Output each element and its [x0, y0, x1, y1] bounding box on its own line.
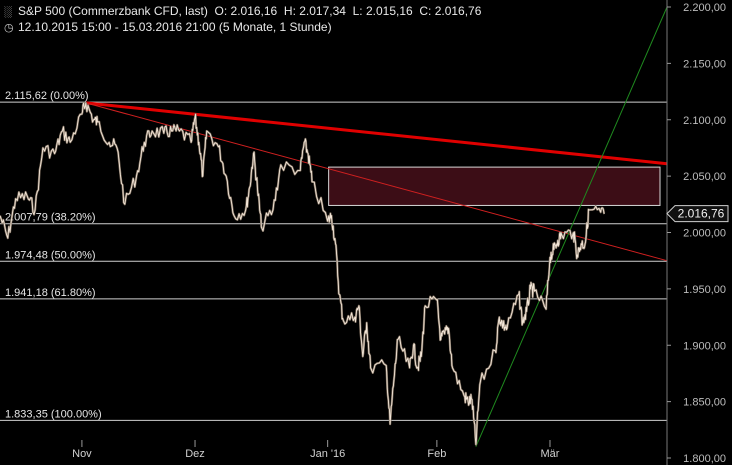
- low-value: L: 2.015,16: [352, 4, 413, 18]
- fib-level-label: 1.974,48 (50.00%): [5, 249, 96, 261]
- y-tick-label: 2.050,00: [683, 171, 726, 183]
- y-tick-label: 2.100,00: [683, 115, 726, 127]
- y-tick-label: 1.950,00: [683, 284, 726, 296]
- last-price-badge: 2.016,76: [666, 205, 729, 223]
- price-series: [0, 101, 606, 446]
- trendline-thin: [475, 6, 668, 447]
- zone-box: [328, 166, 661, 206]
- open-value: O: 2.016,16: [214, 4, 278, 18]
- price-line: [0, 102, 605, 445]
- y-axis: 1.800,00 1.850,00 1.900,00 1.950,00 2.000,00…: [666, 0, 726, 465]
- instrument-name: S&P 500 (Commerzbank CFD, last): [18, 4, 208, 18]
- fib-level-label: 2.007,79 (38.20%): [5, 212, 96, 224]
- high-value: H: 2.017,34: [283, 4, 346, 18]
- fib-level-label: 1.941,18 (61.80%): [5, 287, 96, 299]
- y-tick-label: 1.900,00: [683, 340, 726, 352]
- x-tick-label: Feb: [427, 448, 446, 460]
- instrument-header: ░ S&P 500 (Commerzbank CFD, last) O: 2.01…: [4, 4, 481, 18]
- x-tick-label: Dez: [185, 448, 205, 460]
- fib-levels: 2.115,62 (0.00%) 2.007,79 (38.20%) 1.974,4…: [0, 90, 667, 421]
- close-value: C: 2.016,76: [419, 4, 482, 18]
- x-axis: Nov Dez Jan '16 Feb Mär: [72, 440, 560, 460]
- trendline-thick: [85, 101, 668, 166]
- fib-level-label: 2.115,62 (0.00%): [5, 90, 89, 102]
- fib-level-label: 1.833,35 (100.00%): [5, 408, 102, 420]
- y-tick-label: 1.850,00: [683, 397, 726, 409]
- date-range: 12.10.2015 15:00 - 15.03.2016 21:00 (5 M…: [18, 20, 332, 34]
- x-tick-label: Nov: [72, 448, 92, 460]
- x-tick-label: Mär: [541, 448, 560, 460]
- clock-icon: ◷: [4, 22, 14, 34]
- y-tick-label: 2.150,00: [683, 58, 726, 70]
- x-tick-label: Jan '16: [310, 448, 345, 460]
- range-header: ◷ 12.10.2015 15:00 - 15.03.2016 21:00 (5 …: [4, 20, 332, 34]
- resistance-zone: [328, 166, 661, 206]
- y-tick-label: 1.800,00: [683, 453, 726, 465]
- chart-type-icon: ░: [4, 6, 12, 18]
- y-tick-label: 2.200,00: [683, 2, 726, 14]
- last-price-label: 2.016,76: [678, 207, 725, 221]
- trendlines: [85, 6, 668, 447]
- y-tick-label: 2.000,00: [683, 228, 726, 240]
